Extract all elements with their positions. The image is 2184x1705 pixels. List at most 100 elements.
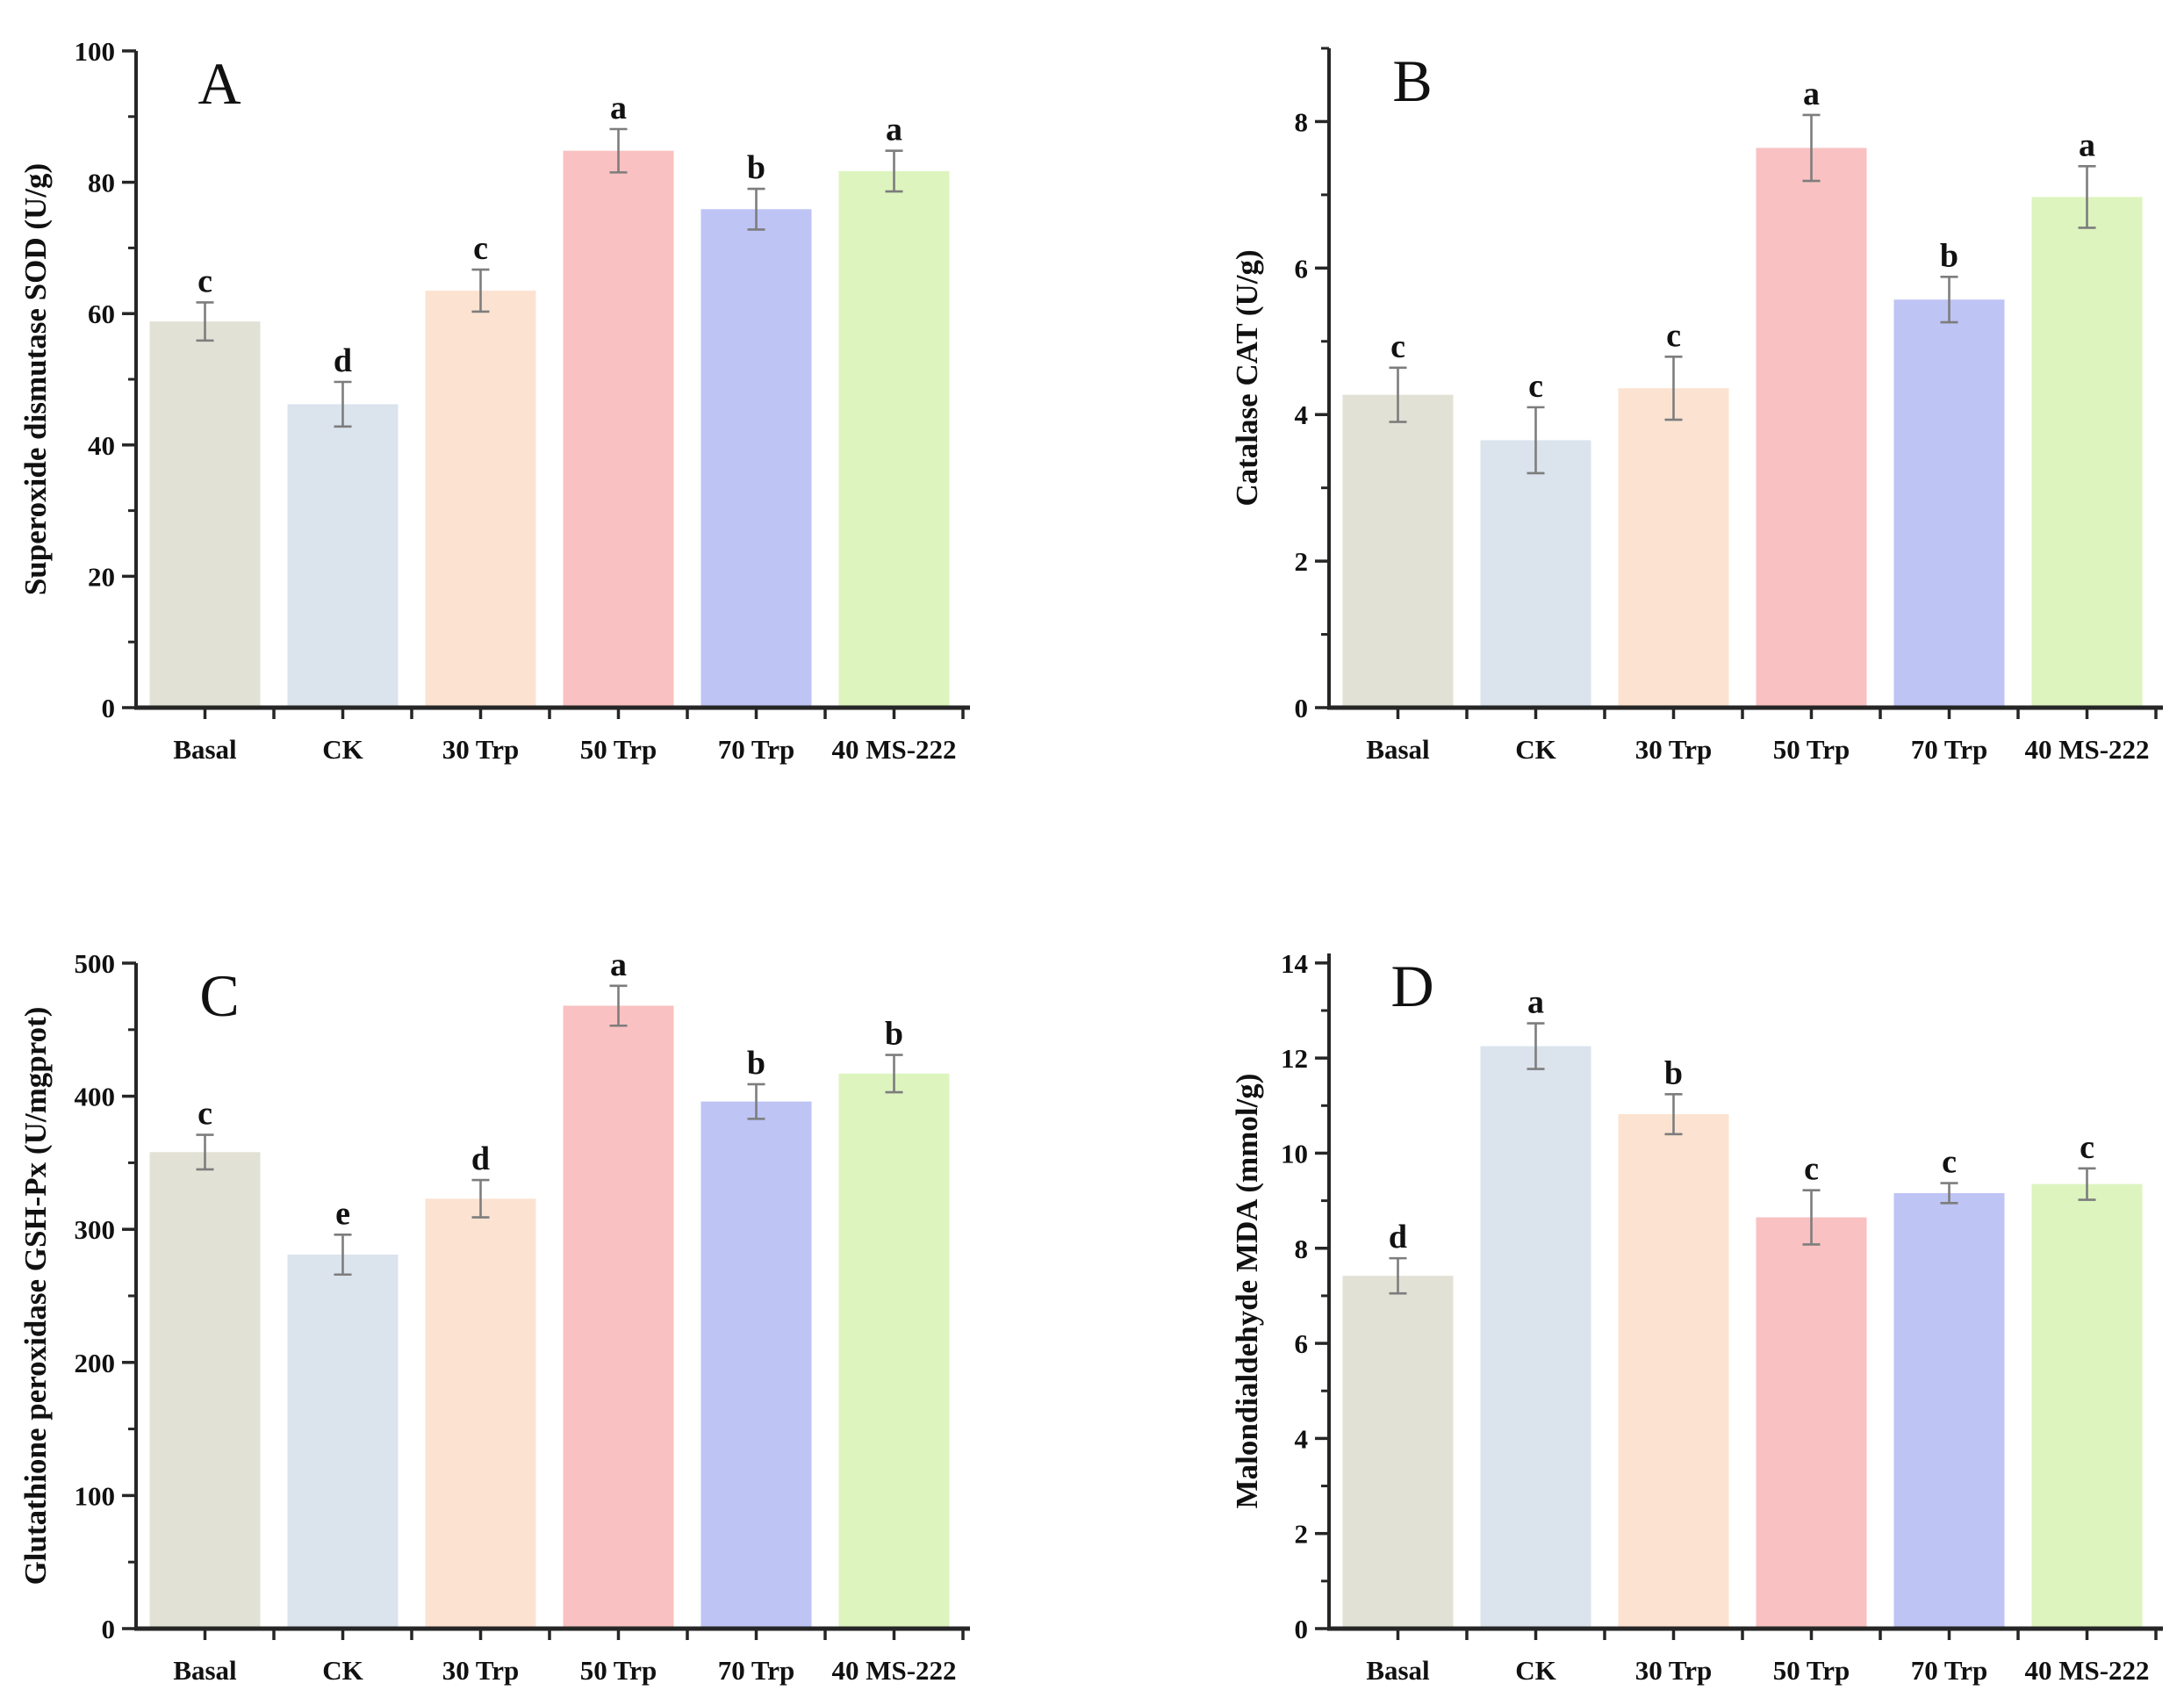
category-label: 70 Trp [718,1655,795,1686]
y-tick-label: 2 [1295,546,1309,577]
bar-ck [287,404,399,708]
category-label: Basal [173,1655,237,1686]
y-tick-label: 4 [1295,399,1309,430]
bar-70-trp [700,1101,812,1629]
y-tick-label: 100 [75,1480,116,1511]
sig-letter: a [610,946,627,983]
panel-D: 0 2 4 6 8 10 12 14 Basal CK 30 Trp 50 Trp 70 Trp 40 M… [1092,852,2184,1705]
error-bar [1527,406,1545,475]
bar-basal [149,321,261,708]
y-tick-label: 40 [88,430,115,461]
sig-letter: c [1390,328,1405,365]
error-bar [2078,165,2096,229]
y-tick-label: 80 [88,168,115,198]
error-bar [1527,1022,1545,1070]
sig-letter: a [610,90,627,126]
error-bar [196,1133,214,1171]
category-label: 40 MS-222 [831,1655,956,1686]
sig-letter: b [747,149,765,186]
category-label: 30 Trp [442,734,520,765]
category-label: 30 Trp [1635,734,1713,765]
y-tick-label: 6 [1295,1328,1309,1359]
bar-ck [1480,440,1591,708]
error-bar [334,1233,352,1277]
category-label: 40 MS-222 [2024,1655,2149,1686]
bar-40-ms-222 [2031,197,2143,709]
y-tick-label: 2 [1295,1519,1309,1550]
y-tick-label: 8 [1295,1234,1309,1264]
category-label: 40 MS-222 [2024,734,2149,765]
panel-A: 0 20 40 60 80 100 Basal CK 30 Trp 50 Trp 70 Trp 40 … [0,0,1092,852]
error-bar [1664,356,1683,421]
sig-letter: a [886,112,902,148]
y-tick-label: 500 [75,948,116,979]
error-bar [609,127,628,174]
error-bar [471,268,490,313]
error-bar [1389,366,1407,423]
y-tick-label: 12 [1281,1043,1308,1074]
error-bar [885,1054,903,1094]
category-label: CK [322,734,363,765]
bar-50-trp [1756,1217,1867,1629]
chart-panel-A: 0 20 40 60 80 100 Basal CK 30 Trp 50 Trp 70 Trp 40 … [18,36,970,765]
bar-30-trp [1618,1114,1729,1629]
bar-30-trp [425,1198,536,1629]
bar-40-ms-222 [2031,1183,2143,1629]
bar-ck [287,1255,399,1629]
bar-50-trp [1756,147,1867,709]
panel-B: 0 2 4 6 8 Basal CK 30 Trp 50 Trp 70 Trp 40 MS-222 c… [1092,0,2184,852]
y-tick-label: 6 [1295,253,1309,284]
bar-30-trp [425,291,536,708]
panel-C: 0 100 200 300 400 500 Basal CK 30 Trp 50 Trp 70 Tr… [0,852,1092,1705]
error-bar [1802,113,1821,183]
category-label: Basal [1366,1655,1430,1686]
y-tick-label: 0 [102,693,116,723]
sig-letter: a [1803,76,1820,112]
y-tick-label: 200 [75,1348,116,1378]
category-label: 50 Trp [580,1655,657,1686]
error-bar [2078,1167,2096,1201]
y-tick-label: 400 [75,1082,116,1112]
sig-letter: c [1804,1151,1819,1188]
y-tick-label: 100 [75,36,116,67]
error-bar [471,1178,490,1219]
category-label: 70 Trp [1911,1655,1988,1686]
y-axis-title: Malondialdehyde MDA (mmol/g) [1230,1074,1264,1509]
bar-basal [1342,1276,1454,1629]
bar-70-trp [1893,299,2005,708]
category-label: 40 MS-222 [831,734,956,765]
error-bar [747,187,765,231]
sig-letter: b [747,1045,765,1082]
sig-letter: c [473,230,488,267]
y-tick-label: 20 [88,561,115,592]
bar-40-ms-222 [838,1073,950,1629]
category-label: 30 Trp [1635,1655,1713,1686]
error-bar [196,301,214,342]
sig-letter: d [471,1140,490,1177]
sig-letter: c [1942,1144,1957,1181]
category-label: Basal [173,734,237,765]
y-tick-label: 0 [1295,693,1309,723]
category-label: 50 Trp [580,734,657,765]
error-bar [1664,1092,1683,1136]
category-label: 50 Trp [1773,1655,1850,1686]
y-tick-label: 8 [1295,106,1309,137]
error-bar [609,984,628,1027]
y-tick-label: 10 [1281,1138,1308,1169]
category-label: CK [322,1655,363,1686]
bar-70-trp [700,209,812,708]
bar-30-trp [1618,388,1729,708]
sig-letter: c [2080,1129,2094,1166]
category-label: CK [1515,1655,1556,1686]
error-bar [1940,1182,1958,1205]
sig-letter: b [1940,237,1958,274]
panel-letter: C [199,962,239,1029]
error-bar [334,380,352,428]
bar-basal [1342,394,1454,708]
category-label: Basal [1366,734,1430,765]
sig-letter: a [1527,984,1544,1021]
category-label: 30 Trp [442,1655,520,1686]
y-axis-title: Superoxide dismutase SOD (U/g) [18,163,53,595]
chart-panel-B: 0 2 4 6 8 Basal CK 30 Trp 50 Trp 70 Trp 40 MS-222 c… [1230,47,2163,765]
